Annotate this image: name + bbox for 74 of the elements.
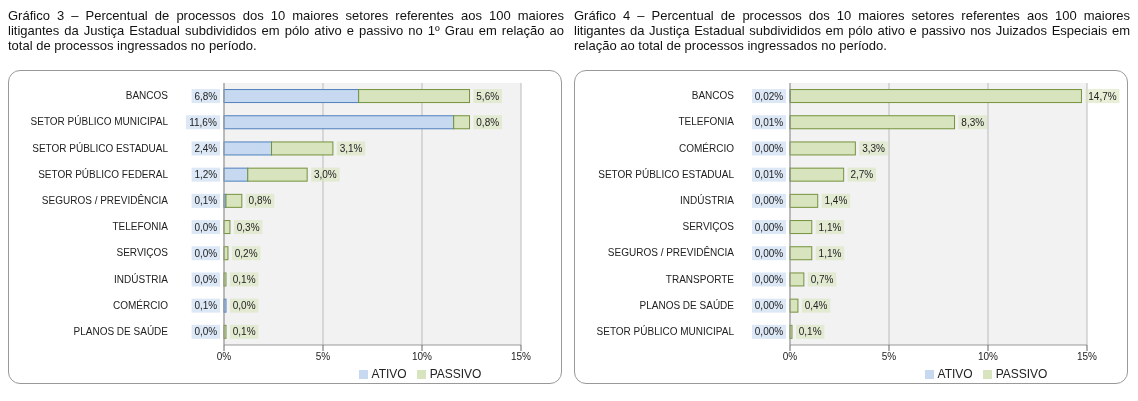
y-tick-label: SERVIÇOS bbox=[682, 221, 735, 233]
x-tick-label: 15% bbox=[1076, 351, 1098, 363]
data-label: 0,8% bbox=[476, 116, 500, 128]
data-label: 0,0% bbox=[194, 326, 218, 338]
data-label: 5,6% bbox=[476, 90, 500, 102]
data-label: 0,00% bbox=[754, 300, 784, 312]
legend-label: PASSIVO bbox=[995, 367, 1048, 381]
data-label: 8,3% bbox=[961, 116, 985, 128]
y-tick-label: TELEFONIA bbox=[112, 221, 169, 233]
data-label: 3,3% bbox=[862, 142, 886, 154]
data-label: 0,0% bbox=[232, 300, 256, 312]
chart-title: Gráfico 3 – Percentual de processos dos 10 maiores setores referentes aos 100 maiores litigantes da Justiça Estadual subdivididos em pólo ativo e passivo no 1º Grau em relação ao total de processos ingressados no período. bbox=[8, 8, 564, 55]
data-label: 0,4% bbox=[804, 300, 828, 312]
data-label: 0,00% bbox=[754, 195, 784, 207]
x-tick-label: 10% bbox=[977, 351, 999, 363]
data-label: 0,00% bbox=[754, 273, 784, 285]
data-label: 0,0% bbox=[194, 273, 218, 285]
x-tick-label: 15% bbox=[510, 351, 532, 363]
y-tick-label: TRANSPORTE bbox=[665, 273, 735, 285]
data-label: 0,00% bbox=[754, 326, 784, 338]
data-label: 2,7% bbox=[850, 169, 874, 181]
data-label: 0,2% bbox=[234, 247, 258, 259]
data-label: 0,01% bbox=[754, 116, 784, 128]
data-label: 6,8% bbox=[194, 90, 218, 102]
data-label: 0,0% bbox=[194, 221, 218, 233]
x-tick-label: 5% bbox=[315, 351, 331, 363]
y-tick-label: INDÚSTRIA bbox=[114, 272, 169, 285]
y-tick-label: SETOR PÚBLICO MUNICIPAL bbox=[596, 324, 735, 337]
data-label: 14,7% bbox=[1088, 90, 1117, 102]
y-tick-label: COMÉRCIO bbox=[113, 298, 169, 311]
y-tick-label: TELEFONIA bbox=[678, 116, 735, 128]
y-tick-label: SETOR PÚBLICO FEDERAL bbox=[38, 167, 169, 180]
y-tick-label: INDÚSTRIA bbox=[680, 193, 735, 206]
data-label: 3,0% bbox=[313, 169, 337, 181]
y-tick-label: SETOR PÚBLICO MUNICIPAL bbox=[30, 115, 169, 128]
legend-label: PASSIVO bbox=[429, 367, 482, 381]
data-label: 11,6% bbox=[189, 116, 217, 128]
y-tick-label: BANCOS bbox=[691, 90, 735, 102]
data-label: 1,1% bbox=[818, 247, 842, 259]
data-label: 0,00% bbox=[754, 142, 784, 154]
data-label: 2,4% bbox=[194, 142, 218, 154]
y-tick-label: SETOR PÚBLICO ESTADUAL bbox=[32, 141, 169, 154]
data-label: 0,1% bbox=[232, 326, 256, 338]
y-tick-label: PLANOS DE SAÚDE bbox=[73, 324, 169, 337]
data-label: 1,1% bbox=[818, 221, 842, 233]
legend-label: ATIVO bbox=[371, 367, 407, 381]
y-tick-label: PLANOS DE SAÚDE bbox=[639, 298, 735, 311]
data-label: 1,4% bbox=[824, 195, 848, 207]
data-label: 1,2% bbox=[194, 169, 218, 181]
data-label: 0,0% bbox=[194, 247, 218, 259]
y-tick-label: COMÉRCIO bbox=[679, 141, 735, 154]
x-tick-label: 0% bbox=[782, 351, 798, 363]
legend-label: ATIVO bbox=[937, 367, 973, 381]
data-label: 0,1% bbox=[232, 273, 256, 285]
data-label: 0,1% bbox=[194, 195, 218, 207]
y-tick-label: SEGUROS / PREVIDÊNCIA bbox=[41, 193, 169, 206]
x-tick-label: 10% bbox=[411, 351, 433, 363]
data-label: 0,01% bbox=[754, 169, 784, 181]
data-label: 3,1% bbox=[339, 142, 363, 154]
data-label: 0,3% bbox=[236, 221, 260, 233]
x-tick-label: 5% bbox=[881, 351, 897, 363]
y-tick-label: SERVIÇOS bbox=[116, 247, 169, 259]
y-tick-label: SEGUROS / PREVIDÊNCIA bbox=[607, 246, 735, 259]
data-label: 0,1% bbox=[194, 300, 218, 312]
data-label: 0,1% bbox=[798, 326, 822, 338]
x-tick-label: 0% bbox=[216, 351, 232, 363]
data-label: 0,00% bbox=[754, 247, 784, 259]
data-label: 0,8% bbox=[248, 195, 272, 207]
data-label: 0,00% bbox=[754, 221, 784, 233]
y-tick-label: SETOR PÚBLICO ESTADUAL bbox=[598, 167, 735, 180]
chart-title: Gráfico 4 – Percentual de processos dos 10 maiores setores referentes aos 100 maiores litigantes da Justiça Estadual subdivididos em pólo ativo e passivo nos Juizados Especiais em relação ao total de processos ingressados no período. bbox=[574, 8, 1130, 55]
y-tick-label: BANCOS bbox=[125, 90, 169, 102]
data-label: 0,7% bbox=[810, 273, 834, 285]
data-label: 0,02% bbox=[754, 90, 784, 102]
